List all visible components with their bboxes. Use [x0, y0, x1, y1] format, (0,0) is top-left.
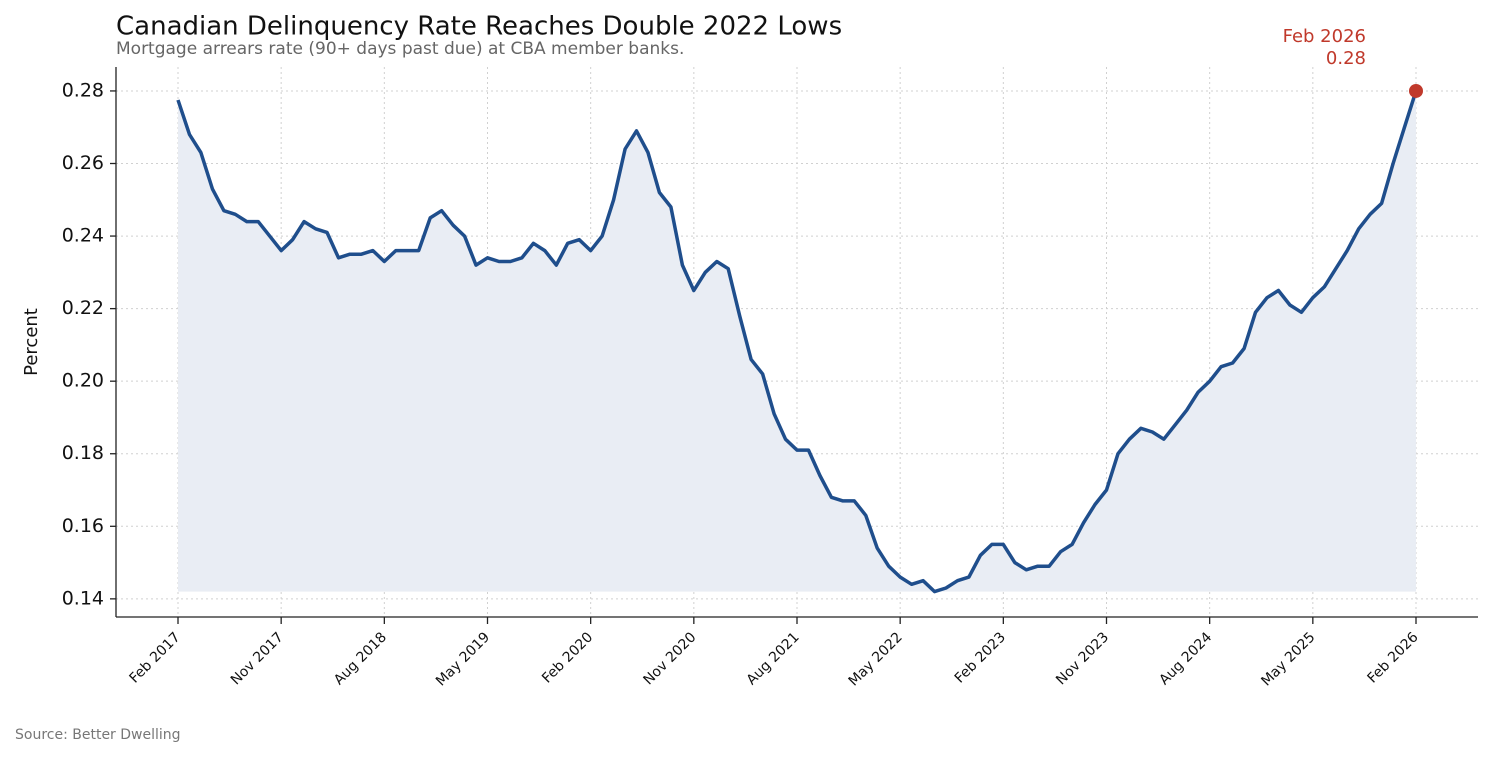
- y-tick-label: 0.28: [62, 79, 104, 101]
- source: Source: Better Dwelling: [15, 727, 181, 743]
- annotation-date: Feb 2026: [1283, 26, 1366, 47]
- x-tick-label: Feb 2023: [952, 629, 1009, 686]
- x-tick-label: Nov 2023: [1053, 629, 1112, 688]
- x-tick-label: Nov 2017: [228, 629, 287, 688]
- annotation-value: 0.28: [1326, 48, 1366, 69]
- x-tick-label: Feb 2026: [1364, 629, 1421, 686]
- y-tick-label: 0.14: [62, 587, 104, 609]
- y-tick-label: 0.16: [62, 515, 104, 537]
- y-tick-label: 0.20: [62, 370, 104, 392]
- x-tick-label: Feb 2017: [126, 629, 183, 686]
- annotation-dot: [1409, 83, 1423, 98]
- x-tick-label: Nov 2020: [641, 629, 700, 688]
- x-tick-label: Aug 2024: [1156, 629, 1215, 688]
- x-tick-label: May 2022: [846, 629, 906, 689]
- x-tick-label: May 2025: [1258, 629, 1318, 689]
- area-fill: [178, 90, 1416, 592]
- y-axis-label: Percent: [21, 308, 42, 376]
- x-tick-label: May 2019: [433, 629, 493, 689]
- y-tick-label: 0.22: [62, 297, 104, 319]
- x-tick-label: Feb 2020: [539, 629, 596, 686]
- x-tick-label: Aug 2018: [331, 629, 390, 688]
- x-tick-label: Aug 2021: [744, 629, 803, 688]
- chart-title: Canadian Delinquency Rate Reaches Double…: [116, 12, 842, 42]
- y-tick-label: 0.18: [62, 442, 104, 464]
- series-line: [176, 90, 1418, 594]
- y-tick-label: 0.24: [62, 225, 104, 247]
- chart-subtitle: Mortgage arrears rate (90+ days past due…: [116, 39, 684, 59]
- y-tick-label: 0.26: [62, 152, 104, 174]
